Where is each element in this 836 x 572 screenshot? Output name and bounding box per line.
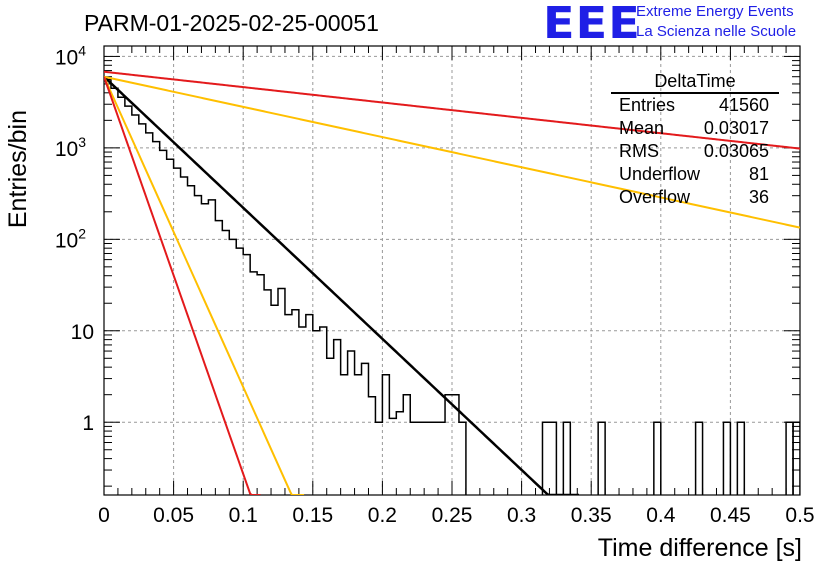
x-tick-label: 0.5 [785,504,814,527]
histogram-bin [722,421,732,495]
histogram-bin [562,421,572,495]
x-tick-label: 0.35 [571,504,612,527]
y-tick-label: 103 [55,134,86,161]
stats-key: Entries [619,95,676,115]
x-tick-label: 0.3 [507,504,536,527]
stats-value: 41560 [718,95,769,115]
stats-row-overflow: Overflow 36 [611,186,779,209]
stats-title: DeltaTime [611,70,779,94]
x-tick-label: 0.1 [229,504,258,527]
reference-curve [104,70,800,150]
stats-key: Underflow [619,164,701,184]
stats-key: RMS [619,141,659,161]
stats-row-underflow: Underflow 81 [611,163,779,186]
x-tick-label: 0.15 [292,504,333,527]
x-tick-label: 0.45 [710,504,751,527]
y-axis-label: Entries/bin [4,110,32,229]
y-tick-label: 104 [55,42,86,69]
x-tick-label: 0.25 [432,504,473,527]
histogram-bin [694,421,704,495]
histogram-bin [736,421,746,495]
histogram [104,70,800,495]
stats-value: 36 [748,187,769,207]
stats-row-mean: Mean 0.03017 [611,117,779,140]
y-tick-label: 10 [71,321,94,344]
x-tick-label: 0.4 [646,504,676,527]
stats-row-entries: Entries 41560 [611,94,779,117]
histogram-bin [792,421,800,495]
stats-key: Overflow [619,187,691,207]
y-tick-label: 102 [55,225,86,252]
logo-subtitle-2: La Scienza nelle Scuole [636,23,797,40]
histogram-bin [653,421,662,495]
y-tick-label: 1 [82,412,94,435]
histogram-bin [597,421,606,495]
stats-key: Mean [619,118,665,138]
x-tick-label: 0.2 [368,504,397,527]
x-axis-label: Time difference [s] [597,534,802,562]
chart-title: PARM-01-2025-02-25-00051 [84,10,379,36]
stats-value: 0.03065 [703,141,769,161]
reference-curve [104,75,800,229]
x-tick-label: 0 [98,504,110,527]
histogram-steps [104,78,558,495]
reference-curve [104,76,261,495]
stats-row-rms: RMS 0.03065 [611,140,779,163]
histogram-bin [785,421,794,495]
fit-curve [104,75,580,495]
stats-value: 81 [748,164,769,184]
eee-logo: EEE [543,0,641,49]
x-tick-label: 0.05 [153,504,194,527]
stats-value: 0.03017 [703,118,769,138]
stats-box: DeltaTime Entries 41560 Mean 0.03017 RMS… [611,70,779,209]
reference-curve [104,76,305,495]
logo-subtitle-1: Extreme Energy Events [636,3,794,20]
